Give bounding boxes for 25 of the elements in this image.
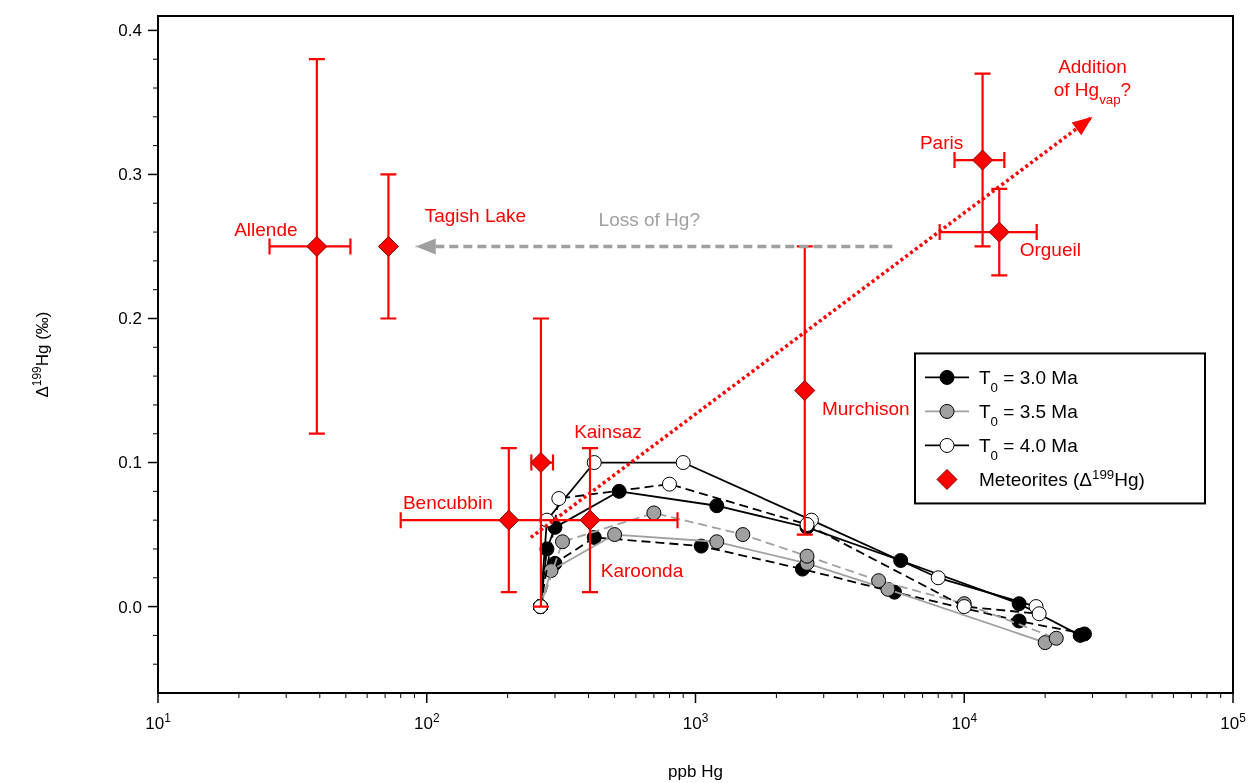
annotation: Addition of Hg$_{vap}$? bbox=[1053, 55, 1132, 107]
annotation: Kainsaz bbox=[574, 420, 642, 442]
annotation: Paris bbox=[919, 132, 964, 154]
annotation: Tagish Lake bbox=[424, 204, 527, 226]
legend-label: T$_{0}$ = 4.0 Ma bbox=[979, 435, 1079, 463]
x-axis-title: ppb Hg bbox=[668, 762, 723, 781]
y-tick-label: 0.2 bbox=[118, 309, 142, 329]
y-tick-label: 0.0 bbox=[118, 597, 142, 617]
x-tick-label: 10$^{3}$ bbox=[682, 711, 709, 733]
x-tick-label: 10$^{2}$ bbox=[413, 711, 440, 733]
x-tick-label: 10$^{5}$ bbox=[1220, 711, 1247, 733]
annotation: Karoonda bbox=[600, 559, 684, 581]
x-tick-label: 10$^{1}$ bbox=[145, 711, 172, 733]
annotation: Allende bbox=[234, 218, 298, 240]
y-tick-label: 0.3 bbox=[118, 165, 142, 185]
annotation: Orgueil bbox=[1019, 239, 1081, 261]
annotation: Loss of Hg? bbox=[598, 208, 700, 230]
legend-label: Meteorites (Δ$^{199}$Hg) bbox=[979, 466, 1145, 491]
y-tick-label: 0.4 bbox=[118, 21, 142, 41]
legend-label: T$_{0}$ = 3.5 Ma bbox=[979, 401, 1079, 429]
x-tick-label: 10$^{4}$ bbox=[951, 711, 978, 733]
y-tick-label: 0.1 bbox=[118, 453, 142, 473]
annotation: Murchison bbox=[821, 397, 910, 419]
annotation: Bencubbin bbox=[402, 492, 493, 514]
legend-label: T$_{0}$ = 3.0 Ma bbox=[979, 367, 1079, 395]
